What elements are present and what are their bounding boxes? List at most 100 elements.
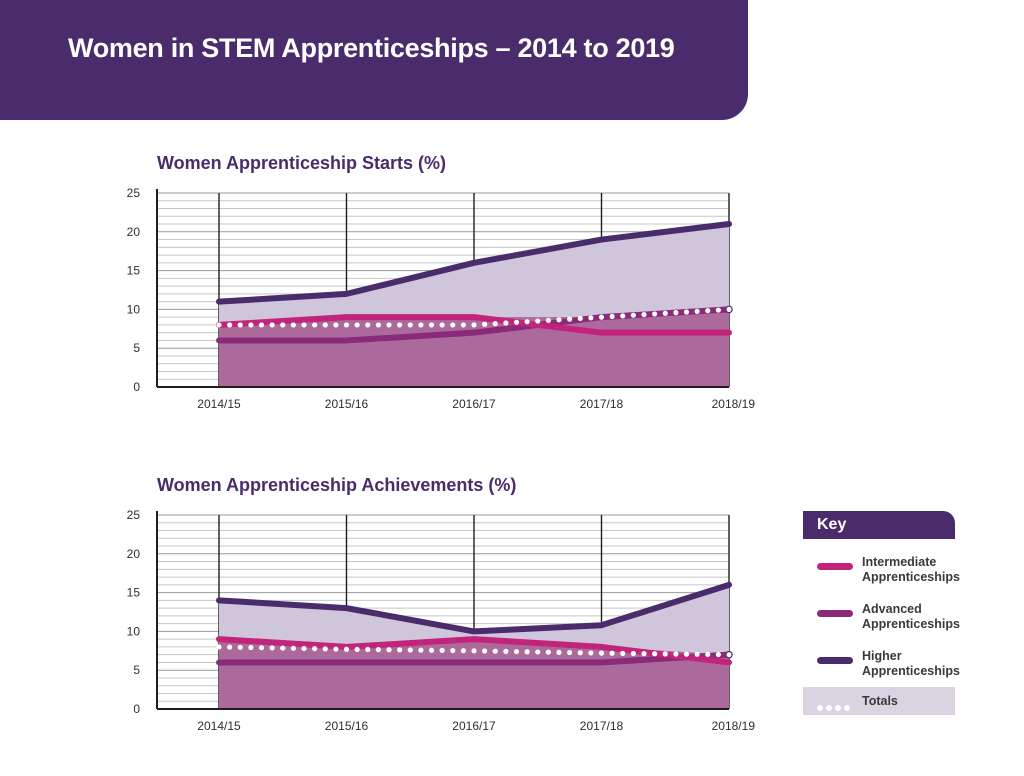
totals-dot: [556, 649, 562, 655]
totals-dot: [280, 322, 286, 328]
x-tick-label: 2015/16: [325, 397, 369, 411]
totals-dot: [418, 322, 424, 328]
totals-dot: [227, 644, 233, 650]
totals-dot: [312, 646, 318, 652]
totals-dot: [535, 318, 541, 324]
totals-dot: [545, 317, 551, 323]
y-tick-label: 15: [127, 586, 141, 600]
legend-swatch-intermediate: [817, 563, 853, 570]
x-tick-label: 2014/15: [197, 719, 241, 733]
totals-dot: [705, 308, 711, 314]
totals-dot: [301, 645, 307, 652]
y-tick-label: 10: [127, 302, 141, 316]
totals-dot: [343, 322, 350, 328]
plot-area: 0 5 10 15 20 25 2014/15 2015/16 2016/17 2017/18 20…: [127, 508, 756, 733]
plot-area: 0 5 10 15 20 25 2014/15 2015/16 2016/17 2017/18 20…: [127, 186, 756, 411]
totals-dot: [375, 647, 381, 653]
totals-dot: [683, 309, 690, 315]
totals-dot: [248, 644, 254, 651]
totals-dot: [673, 651, 679, 657]
chart-title-achievements: Women Apprenticeship Achievements (%): [157, 475, 517, 495]
totals-dot: [492, 321, 498, 327]
totals-dot: [577, 315, 583, 322]
totals-dot: [290, 322, 296, 328]
totals-dot: [258, 322, 265, 328]
totals-dot: [333, 322, 339, 328]
totals-dot: [545, 649, 551, 655]
totals-dot: [333, 646, 339, 652]
totals-dot: [556, 317, 562, 323]
totals-dot: [652, 651, 658, 657]
totals-dot: [322, 646, 328, 652]
y-tick-label: 20: [127, 547, 141, 561]
y-tick-label: 25: [127, 186, 141, 200]
totals-dot: [428, 647, 435, 653]
totals-dot: [375, 322, 381, 328]
totals-dot: [439, 647, 445, 654]
y-tick-label: 15: [127, 264, 141, 278]
totals-dot: [652, 311, 658, 317]
totals-dot: [620, 313, 626, 319]
area-lower-fill: [219, 309, 729, 387]
totals-dot: [248, 322, 254, 328]
totals-dot: [386, 322, 392, 328]
x-tick-label: 2017/18: [580, 719, 624, 733]
totals-dot: [365, 646, 371, 653]
y-tick-label: 0: [133, 380, 140, 394]
totals-dot: [365, 322, 371, 328]
totals-dot: [705, 651, 711, 658]
totals-dot: [694, 651, 700, 657]
x-tick-label: 2016/17: [452, 719, 496, 733]
totals-dot: [418, 647, 424, 653]
totals-dot: [715, 651, 721, 658]
totals-dot: [598, 314, 605, 320]
chart-title-starts: Women Apprenticeship Starts (%): [157, 153, 447, 173]
totals-dot: [503, 320, 509, 326]
totals-dot: [258, 645, 265, 651]
totals-dot: [588, 315, 594, 321]
totals-dot: [567, 316, 573, 322]
legend-label-higher: Higher Apprenticeships: [862, 649, 960, 678]
totals-dot: [609, 313, 615, 320]
x-tick-label: 2018/19: [712, 719, 756, 733]
totals-dot: [662, 310, 668, 316]
totals-dot: [450, 322, 456, 328]
totals-dot: [482, 648, 488, 654]
totals-dot: [524, 319, 530, 325]
totals-dot: [471, 648, 477, 654]
x-tick-label: 2014/15: [197, 397, 241, 411]
totals-dot: [694, 308, 700, 314]
x-tick-label: 2015/16: [325, 719, 369, 733]
totals-dot: [386, 647, 392, 653]
totals-dot: [216, 644, 222, 650]
totals-dot: [630, 650, 636, 657]
totals-dot: [290, 645, 296, 651]
page-title: Women in STEM Apprenticeships – 2014 to …: [68, 33, 675, 63]
totals-dot: [280, 645, 286, 651]
x-tick-label: 2017/18: [580, 397, 624, 411]
legend-label-advanced: Advanced Apprenticeships: [862, 602, 960, 631]
legend-swatch-advanced: [817, 610, 853, 617]
totals-dot: [513, 648, 520, 655]
x-tick-label: 2018/19: [712, 397, 756, 411]
totals-dot: [460, 648, 466, 654]
totals-dot: [397, 647, 403, 653]
totals-dot: [354, 646, 360, 652]
series-line-higher: [216, 221, 732, 305]
totals-dot: [715, 307, 721, 313]
legend-title: Key: [803, 511, 955, 539]
totals-dot: [588, 650, 594, 656]
totals-dot: [269, 645, 275, 651]
totals-dot: [439, 322, 445, 328]
y-tick-label: 25: [127, 508, 141, 522]
totals-dot: [641, 311, 647, 318]
totals-dot: [216, 322, 222, 328]
y-tick-label: 5: [133, 341, 140, 355]
y-tick-label: 10: [127, 624, 141, 638]
series-line-higher: [216, 581, 732, 635]
totals-dot: [343, 646, 350, 652]
y-tick-label: 20: [127, 225, 141, 239]
totals-dot: [567, 649, 573, 656]
totals-dot: [524, 649, 530, 655]
totals-dot: [683, 651, 690, 657]
